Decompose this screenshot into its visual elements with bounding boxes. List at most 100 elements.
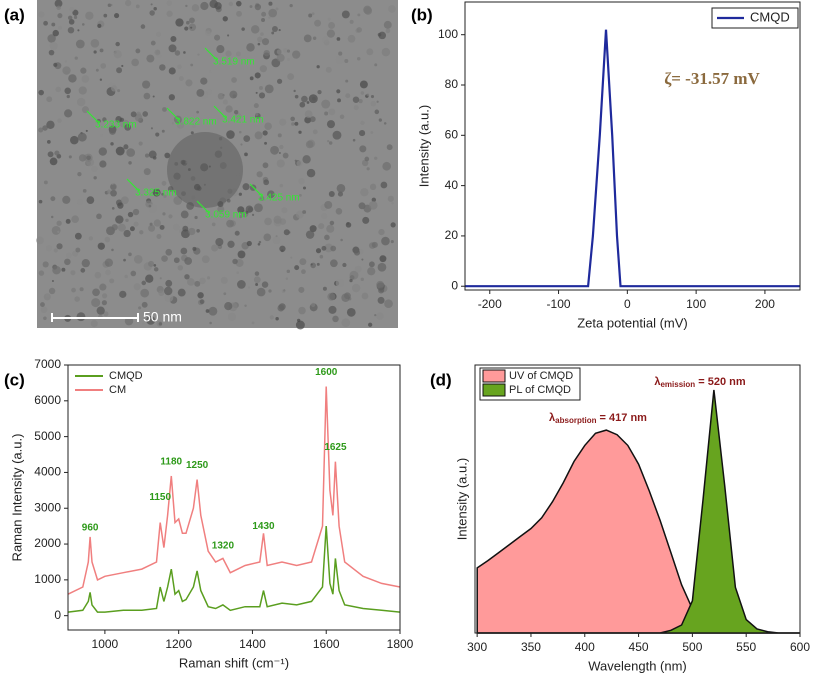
particle xyxy=(57,230,60,234)
x-tick-label: 400 xyxy=(575,640,595,654)
particle xyxy=(214,2,222,10)
particle xyxy=(166,0,173,6)
particle xyxy=(86,196,95,204)
annotation: λemission = 520 nm xyxy=(654,376,745,389)
particle xyxy=(177,288,186,297)
particle xyxy=(82,188,87,193)
particle xyxy=(168,214,173,219)
particle xyxy=(312,129,318,135)
particle xyxy=(371,197,377,203)
particle xyxy=(236,172,240,177)
particle xyxy=(286,49,291,53)
particle xyxy=(326,224,335,233)
particle xyxy=(299,194,302,197)
particle xyxy=(255,91,258,94)
particle xyxy=(100,63,107,69)
particle xyxy=(330,245,337,252)
particle xyxy=(328,305,337,314)
y-tick-label: 1000 xyxy=(34,572,61,586)
particle xyxy=(69,6,75,12)
particle xyxy=(185,161,188,164)
particle xyxy=(360,120,365,126)
particle xyxy=(328,108,336,116)
particle xyxy=(43,20,48,26)
particle xyxy=(196,89,205,97)
particle xyxy=(268,16,271,19)
particle xyxy=(96,306,105,315)
particle xyxy=(332,315,339,323)
particle xyxy=(256,171,263,178)
particle xyxy=(111,207,115,210)
particle xyxy=(123,144,129,150)
particle xyxy=(324,111,329,116)
particle xyxy=(352,96,360,103)
particle xyxy=(190,63,194,67)
particle xyxy=(38,270,45,276)
particle xyxy=(378,118,383,122)
particle xyxy=(133,221,139,227)
particle xyxy=(342,262,347,268)
particle xyxy=(378,228,385,236)
area xyxy=(476,429,800,634)
particle xyxy=(98,147,107,156)
particle xyxy=(107,3,112,8)
particle xyxy=(264,122,272,130)
y-tick-label: 20 xyxy=(445,228,459,242)
particle xyxy=(228,1,234,7)
particle xyxy=(374,63,378,67)
particle xyxy=(66,252,72,259)
particle xyxy=(42,125,48,131)
particle xyxy=(354,249,361,256)
particle xyxy=(142,80,151,89)
particle xyxy=(197,53,200,56)
particle xyxy=(61,267,66,272)
y-tick-label: 60 xyxy=(445,127,459,141)
legend-box xyxy=(711,7,799,29)
particle xyxy=(366,48,374,56)
particle xyxy=(327,140,330,143)
x-tick-label: -200 xyxy=(478,297,502,311)
legend-label: CMQD xyxy=(750,9,790,24)
particle xyxy=(184,257,193,265)
particle xyxy=(249,76,254,81)
particle xyxy=(77,172,82,177)
particle xyxy=(173,257,180,264)
particle xyxy=(42,261,49,268)
particle xyxy=(150,3,153,6)
particle xyxy=(237,280,246,289)
particle xyxy=(304,110,313,118)
particle xyxy=(368,322,373,327)
particle xyxy=(168,44,177,53)
particle xyxy=(358,99,363,104)
particle xyxy=(173,172,181,180)
particle xyxy=(38,199,43,204)
particle xyxy=(55,86,61,93)
particle xyxy=(78,86,87,95)
peak-label: 1250 xyxy=(186,460,209,471)
x-tick-label: 1800 xyxy=(387,637,414,651)
particle xyxy=(90,320,98,328)
annotation-text: = 417 nm xyxy=(597,412,648,424)
particle xyxy=(244,152,248,157)
particle xyxy=(57,118,62,123)
y-tick-label: 4000 xyxy=(34,465,61,479)
particle xyxy=(128,252,132,257)
particle xyxy=(155,132,160,137)
particle xyxy=(46,120,55,129)
particle xyxy=(253,276,261,284)
x-tick-label: 550 xyxy=(736,640,756,654)
particle xyxy=(104,236,111,243)
particle xyxy=(133,255,143,264)
particle xyxy=(259,196,265,202)
particle xyxy=(113,50,122,59)
particle xyxy=(254,271,260,276)
particle xyxy=(217,92,225,100)
particle xyxy=(43,180,48,185)
particle xyxy=(51,22,56,27)
scale-bar-label: 50 nm xyxy=(143,309,182,325)
particle xyxy=(180,247,188,255)
particle xyxy=(241,27,245,31)
particle xyxy=(174,179,178,182)
peak-label: 1320 xyxy=(212,540,235,551)
particle xyxy=(279,118,287,126)
